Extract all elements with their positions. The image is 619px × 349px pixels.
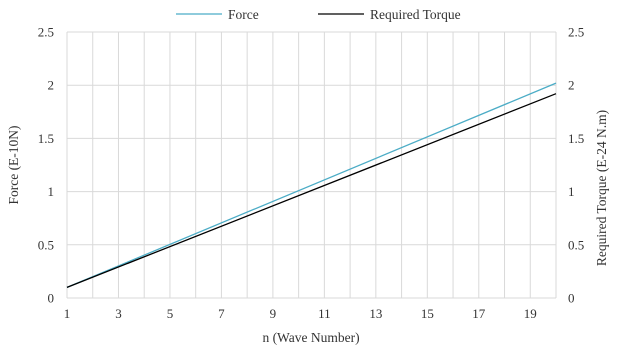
legend-label-required-torque: Required Torque <box>370 7 461 22</box>
x-tick-label: 9 <box>270 306 277 321</box>
y2-tick-label: 1.5 <box>568 131 584 146</box>
y-tick-label: 0.5 <box>38 237 54 252</box>
y-tick-label: 0 <box>48 291 55 306</box>
y2-axis-ticks: 0 0.5 1 1.5 2 2.5 <box>568 25 584 306</box>
x-tick-label: 15 <box>421 306 434 321</box>
y-axis-title: Force (E-10N) <box>6 125 21 204</box>
y2-tick-label: 0 <box>568 291 575 306</box>
y-axis-ticks: 0 0.5 1 1.5 2 2.5 <box>38 25 54 306</box>
x-tick-label: 19 <box>524 306 537 321</box>
x-tick-label: 3 <box>115 306 122 321</box>
legend: Force Required Torque <box>176 7 461 22</box>
x-axis-title: n (Wave Number) <box>262 330 359 345</box>
y2-tick-label: 1 <box>568 184 575 199</box>
x-tick-label: 11 <box>318 306 331 321</box>
y-tick-label: 2.5 <box>38 25 54 40</box>
legend-label-force: Force <box>228 7 259 22</box>
y2-tick-label: 2.5 <box>568 25 584 40</box>
x-tick-label: 5 <box>167 306 174 321</box>
y-tick-label: 2 <box>48 78 55 93</box>
x-tick-label: 17 <box>472 306 486 321</box>
y2-tick-label: 2 <box>568 78 575 93</box>
y-tick-label: 1.5 <box>38 131 54 146</box>
series-line-required-torque <box>66 93 557 289</box>
series-lines <box>66 82 557 289</box>
x-tick-label: 7 <box>218 306 225 321</box>
series-line-force <box>66 82 557 288</box>
y2-tick-label: 0.5 <box>568 237 584 252</box>
y-tick-label: 1 <box>48 184 55 199</box>
y2-axis-title: Required Torque (E-24 N.m) <box>594 110 609 266</box>
x-tick-label: 1 <box>64 306 71 321</box>
x-axis-ticks: 1 3 5 7 9 11 13 15 17 19 <box>64 306 537 321</box>
x-tick-label: 13 <box>369 306 382 321</box>
